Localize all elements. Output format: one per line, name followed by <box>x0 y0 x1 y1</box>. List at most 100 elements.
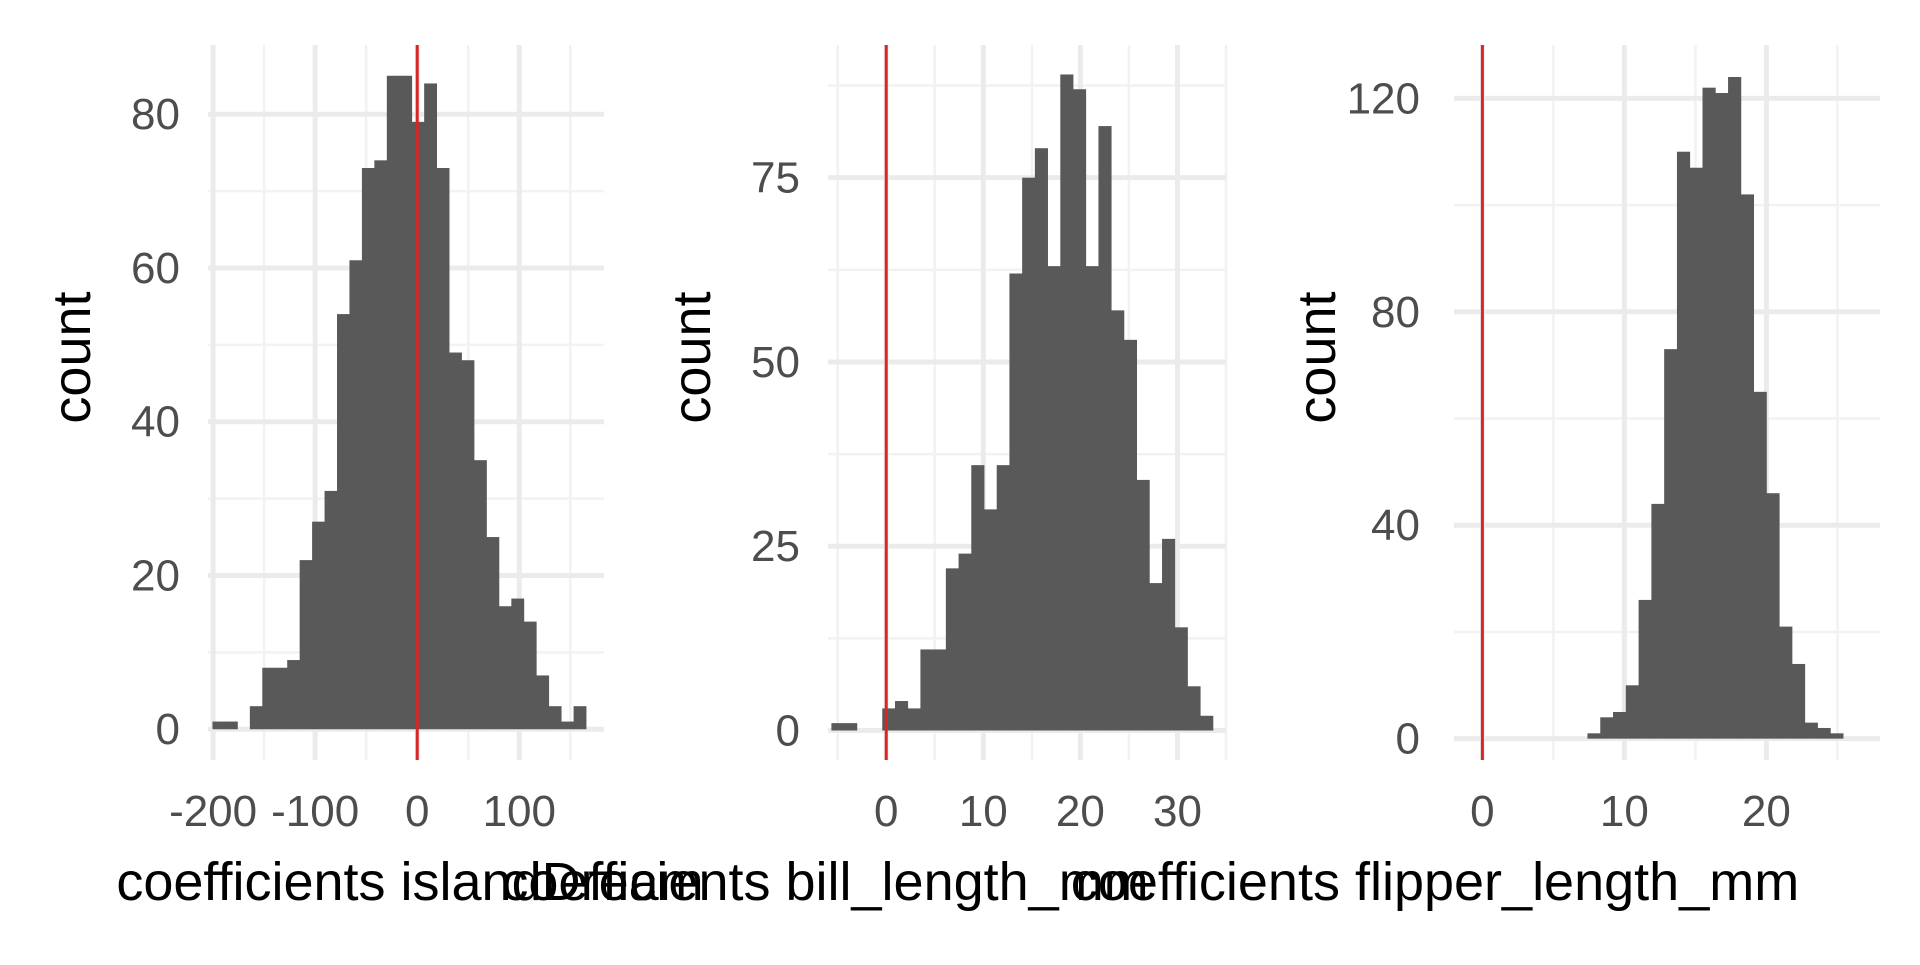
histogram-bar <box>1123 339 1137 731</box>
histogram-bar <box>844 723 858 731</box>
x-tick-label: -200 <box>169 787 257 836</box>
y-axis-title: count <box>42 291 102 423</box>
histogram-bar <box>436 168 450 730</box>
y-tick-label: 20 <box>131 551 180 600</box>
histogram-bar <box>1149 583 1163 731</box>
x-tick-label: 0 <box>874 787 898 836</box>
y-tick-label: 0 <box>156 705 180 754</box>
histogram-bar <box>212 721 226 730</box>
histogram-bar <box>324 490 338 730</box>
y-tick-label: 0 <box>776 707 800 756</box>
x-axis-title: coefficients bill_length_mm <box>501 852 1148 912</box>
histogram-bar <box>473 460 487 730</box>
panel-1: 0 20 40 60 80 -200 -100 0 100 coefficients island… <box>42 45 704 912</box>
histogram-bar <box>882 708 896 731</box>
x-axis-title: coefficients flipper_length_mm <box>1071 852 1799 912</box>
histogram-bar <box>1625 685 1639 739</box>
y-tick-label: 25 <box>751 522 800 571</box>
histogram-bar <box>1111 310 1125 731</box>
histogram-bar <box>907 708 921 731</box>
histogram-bar <box>1651 503 1665 739</box>
histogram-bar <box>274 667 288 730</box>
histogram-bar <box>1676 151 1691 739</box>
histogram-bar <box>1753 391 1767 739</box>
x-tick-label: 0 <box>1470 787 1494 836</box>
histogram-bar <box>361 168 375 730</box>
histogram-bar <box>1098 126 1112 731</box>
histogram-bar <box>536 675 550 730</box>
histogram-bar <box>449 352 462 730</box>
x-tick-label: 0 <box>405 787 429 836</box>
histogram-bar <box>349 260 363 730</box>
histogram-bar <box>1728 77 1742 739</box>
x-tick-label: 100 <box>483 787 556 836</box>
histogram-bar <box>1200 715 1214 731</box>
histogram-bar <box>312 521 325 730</box>
y-tick-label: 0 <box>1396 715 1420 764</box>
histogram-bar <box>1715 93 1729 739</box>
histogram-bar <box>486 537 500 730</box>
histogram-bar <box>1136 479 1150 731</box>
histogram-bar <box>262 667 276 730</box>
histogram-bar <box>374 160 388 730</box>
histogram-bar <box>1638 599 1652 739</box>
y-tick-label: 75 <box>751 154 800 203</box>
histogram-bar <box>548 706 562 730</box>
histogram-bar <box>1702 87 1716 739</box>
histogram-bar <box>224 721 238 730</box>
histogram-bar <box>498 606 512 730</box>
y-tick-label: 120 <box>1347 74 1420 123</box>
y-tick-label: 50 <box>751 338 800 387</box>
histogram-bar <box>287 660 301 730</box>
histogram-bar <box>1779 626 1793 739</box>
x-tick-label: 10 <box>959 787 1008 836</box>
histogram-bar <box>461 360 475 730</box>
histogram-bar <box>1600 717 1614 739</box>
y-axis-title: count <box>662 291 722 423</box>
histogram-bar <box>1804 722 1818 739</box>
x-tick-label: 30 <box>1153 787 1202 836</box>
histogram-bar <box>1162 538 1176 731</box>
histogram-bar <box>1009 273 1023 731</box>
histogram-bar <box>1791 663 1806 739</box>
histogram-bar <box>1187 686 1201 731</box>
histogram-bar <box>1664 349 1678 739</box>
histogram-bar <box>424 83 438 730</box>
histogram-bar <box>1047 266 1061 731</box>
histogram-bar <box>337 314 350 730</box>
x-tick-label: 20 <box>1742 787 1791 836</box>
histogram-bar <box>386 75 400 730</box>
histogram-bar <box>1174 627 1188 731</box>
y-tick-label: 80 <box>131 90 180 139</box>
histogram-bar <box>573 706 587 730</box>
x-axis-title: coefficients islandDream <box>116 852 703 912</box>
y-tick-label: 40 <box>1371 501 1420 550</box>
histogram-bar <box>996 465 1010 731</box>
y-tick-label: 40 <box>131 398 180 447</box>
histogram-bar <box>894 701 909 731</box>
histogram-bar <box>1740 194 1755 739</box>
histogram-bar <box>1073 89 1087 731</box>
x-tick-label: 10 <box>1600 787 1649 836</box>
histogram-bar <box>1587 733 1601 739</box>
histogram-bar <box>1766 493 1780 739</box>
histogram-bar <box>920 649 934 731</box>
histogram-bar <box>1817 727 1831 739</box>
histogram-bar <box>1613 711 1627 739</box>
histogram-bar <box>1034 148 1048 731</box>
histogram-bar <box>249 706 263 730</box>
histogram-bar <box>945 568 959 731</box>
histogram-bar <box>1022 177 1036 731</box>
histogram-bar <box>511 598 525 730</box>
histogram-bar <box>299 560 313 730</box>
histogram-bar <box>1830 733 1844 739</box>
histogram-bar <box>1689 167 1703 739</box>
x-tick-label: -100 <box>271 787 359 836</box>
histogram-bar <box>831 723 845 731</box>
histogram-bar <box>399 75 413 730</box>
x-tick-label: 20 <box>1056 787 1105 836</box>
histogram-bar <box>933 649 947 731</box>
